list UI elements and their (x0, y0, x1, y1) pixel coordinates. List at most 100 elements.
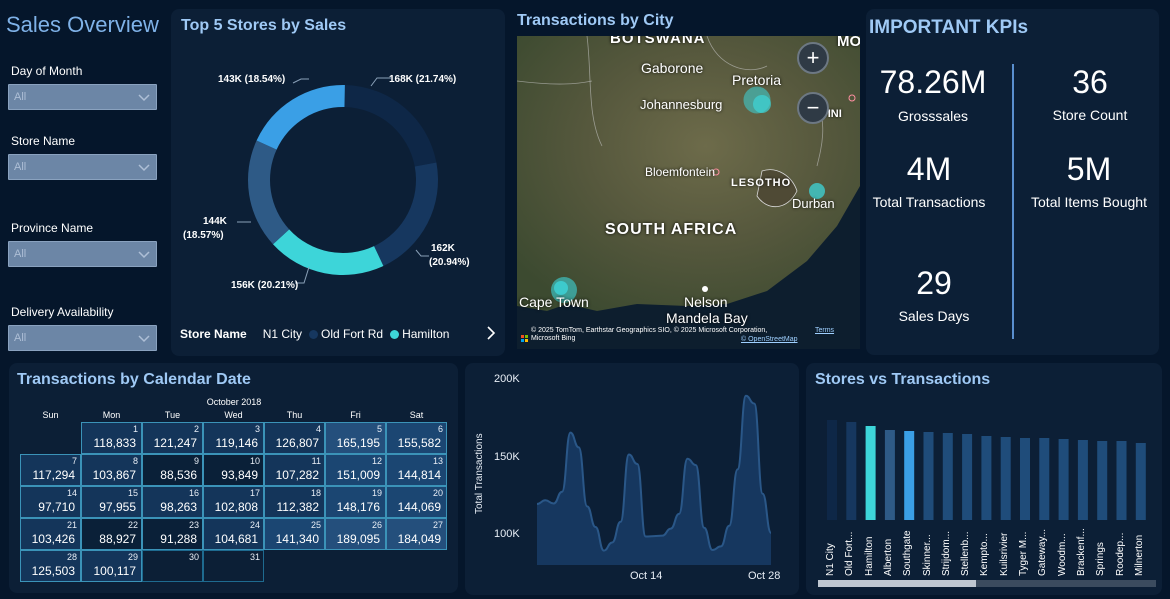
legend-item-n1-city[interactable]: N1 City (263, 327, 302, 341)
calendar-day-cell[interactable]: 22 88,927 (81, 518, 142, 550)
store-bar[interactable] (885, 430, 895, 520)
calendar-day-value: 103,867 (93, 468, 136, 482)
store-bar-label: Skinner... (922, 534, 933, 576)
calendar-day-cell[interactable]: 14 97,710 (20, 486, 81, 518)
calendar-day-number: 2 (194, 424, 199, 434)
map-osm-link[interactable]: © OpenStreetMap (741, 336, 798, 343)
store-bar[interactable] (827, 420, 837, 520)
province-name-value: All (14, 248, 26, 260)
calendar-day-cell[interactable]: 20 144,069 (386, 486, 447, 518)
calendar-day-cell[interactable]: 23 91,288 (142, 518, 203, 550)
day-of-month-value: All (14, 91, 26, 103)
weekday-header: Thu (264, 410, 325, 420)
slice-label-old-fort-value: 162K (431, 243, 455, 255)
store-bar[interactable] (1039, 438, 1049, 520)
calendar-day-cell[interactable]: 9 88,536 (142, 454, 203, 486)
store-bar[interactable] (981, 436, 991, 520)
store-bar[interactable] (1020, 438, 1030, 520)
calendar-day-cell[interactable]: 8 103,867 (81, 454, 142, 486)
map-label-mandela-bay: Mandela Bay (666, 310, 748, 326)
calendar-day-cell[interactable]: 21 103,426 (20, 518, 81, 550)
transactions-area-chart (535, 375, 775, 565)
calendar-day-cell[interactable]: 3 119,146 (203, 422, 264, 454)
chevron-down-icon (138, 92, 150, 102)
calendar-day-value: 104,681 (215, 532, 258, 546)
store-bar-label: Kempto... (979, 533, 990, 576)
province-name-select[interactable]: All (8, 241, 157, 267)
calendar-day-value: 103,426 (32, 532, 75, 546)
weekday-header: Tue (142, 410, 203, 420)
store-bar[interactable] (1097, 441, 1107, 520)
calendar-day-number: 8 (133, 456, 138, 466)
store-bar[interactable] (1059, 439, 1069, 520)
calendar-day-number: 1 (133, 424, 138, 434)
slice-label-n1-city: 168K (21.74%) (389, 74, 456, 86)
store-bar[interactable] (1001, 437, 1011, 520)
legend-item-old-fort[interactable]: Old Fort Rd (321, 327, 383, 341)
map-terms-link[interactable]: Terms (815, 327, 834, 334)
calendar-day-number: 21 (67, 520, 77, 530)
store-name-select[interactable]: All (8, 154, 157, 180)
store-bar-label: Old Fort... (844, 532, 855, 576)
calendar-day-number: 3 (255, 424, 260, 434)
calendar-day-cell[interactable]: 10 93,849 (203, 454, 264, 486)
calendar-day-cell[interactable]: 28 125,503 (20, 550, 81, 582)
calendar-day-cell[interactable]: 11 107,282 (264, 454, 325, 486)
calendar-day-value: 102,808 (215, 500, 258, 514)
calendar-day-cell[interactable]: 30 (142, 550, 203, 582)
map-label-pretoria: Pretoria (732, 72, 781, 88)
legend-dot-old-fort (309, 330, 318, 339)
store-bar[interactable] (846, 422, 856, 520)
transactions-map[interactable]: BOTSWANA MO Gaborone Pretoria Johannesbu… (517, 36, 860, 349)
scrollbar-thumb[interactable] (818, 580, 976, 587)
calendar-day-cell[interactable]: 26 189,095 (325, 518, 386, 550)
legend-next-icon[interactable] (486, 325, 496, 341)
calendar-day-value: 112,382 (277, 500, 320, 514)
store-bar[interactable] (904, 431, 914, 520)
calendar-day-cell[interactable]: 17 102,808 (203, 486, 264, 518)
weekday-header: Mon (81, 410, 142, 420)
store-bar[interactable] (1078, 440, 1088, 520)
calendar-day-cell[interactable]: 5 165,195 (325, 422, 386, 454)
calendar-day-cell[interactable]: 29 100,117 (81, 550, 142, 582)
calendar-day-cell[interactable]: 16 98,263 (142, 486, 203, 518)
calendar-day-cell[interactable]: 15 97,955 (81, 486, 142, 518)
delivery-availability-select[interactable]: All (8, 325, 157, 351)
store-bar[interactable] (943, 433, 953, 520)
store-bar[interactable] (962, 434, 972, 520)
filter-label-delivery-availability: Delivery Availability (11, 305, 114, 319)
calendar-day-cell[interactable]: 25 141,340 (264, 518, 325, 550)
store-bar[interactable] (924, 432, 934, 520)
calendar-day-cell[interactable]: 24 104,681 (203, 518, 264, 550)
calendar-day-cell[interactable]: 19 148,176 (325, 486, 386, 518)
calendar-day-cell[interactable]: 12 151,009 (325, 454, 386, 486)
top-stores-title: Top 5 Stores by Sales (181, 17, 346, 35)
total-transactions-value: 4M (864, 151, 994, 188)
calendar-day-cell[interactable]: 4 126,807 (264, 422, 325, 454)
horizontal-scrollbar[interactable] (818, 580, 1156, 587)
calendar-day-cell[interactable]: 27 184,049 (386, 518, 447, 550)
calendar-day-cell[interactable]: 1 118,833 (81, 422, 142, 454)
calendar-day-cell[interactable]: 31 (203, 550, 264, 582)
zoom-out-button[interactable]: − (797, 92, 829, 124)
zoom-in-button[interactable]: + (797, 42, 829, 74)
calendar-day-cell[interactable]: 13 144,814 (386, 454, 447, 486)
map-label-johannesburg: Johannesburg (640, 97, 722, 112)
legend-item-hamilton[interactable]: Hamilton (402, 327, 449, 341)
map-title: Transactions by City (517, 12, 674, 30)
store-bar[interactable] (1136, 443, 1146, 520)
store-bar[interactable] (1117, 441, 1127, 520)
calendar-day-number: 20 (433, 488, 443, 498)
store-bar-label: Strijdom... (941, 531, 952, 576)
store-count-label: Store Count (1025, 107, 1155, 123)
store-bar[interactable] (866, 426, 876, 520)
calendar-day-cell[interactable]: 18 112,382 (264, 486, 325, 518)
calendar-day-cell[interactable]: 6 155,582 (386, 422, 447, 454)
calendar-day-cell[interactable]: 2 121,247 (142, 422, 203, 454)
day-of-month-select[interactable]: All (8, 84, 157, 110)
store-bar-label: Southgate (902, 530, 913, 576)
calendar-day-value: 98,263 (160, 500, 197, 514)
store-bar-label: Brackenf... (1076, 528, 1087, 576)
calendar-day-cell[interactable]: 7 117,294 (20, 454, 81, 486)
stores-bar-chart (818, 400, 1158, 525)
